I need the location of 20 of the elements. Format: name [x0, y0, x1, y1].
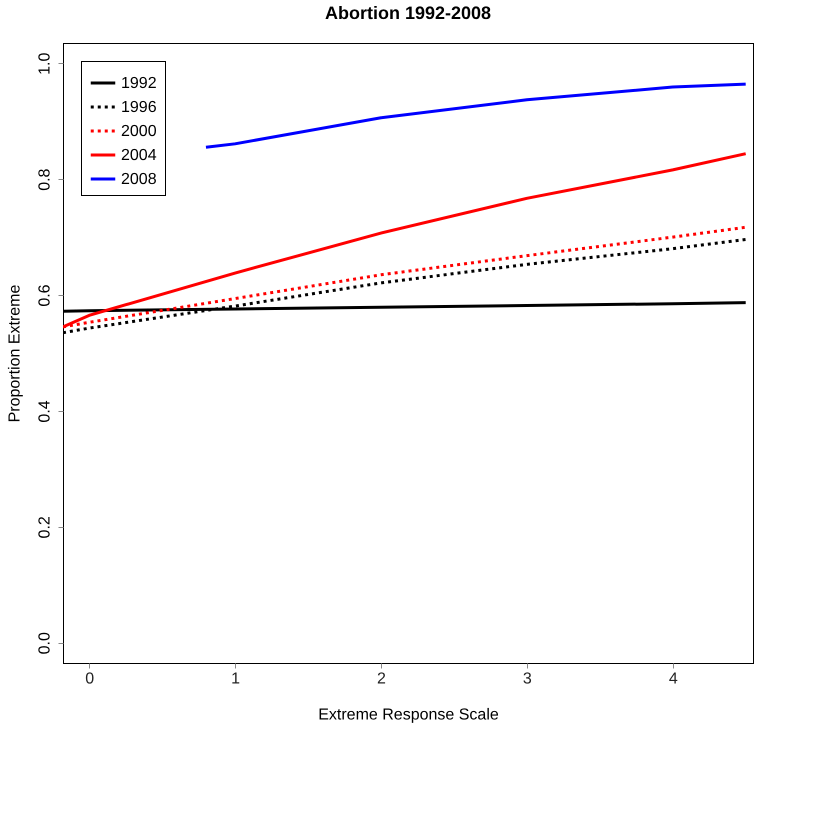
line-series	[204, 82, 748, 149]
legend-label: 1992	[121, 75, 157, 92]
y-tick-label: 1.0	[36, 52, 54, 75]
x-tick-label: 3	[522, 670, 532, 688]
x-tick-label: 2	[377, 670, 386, 688]
y-tick-label: 0.8	[36, 168, 54, 191]
y-tick-label: 0.0	[36, 632, 54, 654]
y-tick-label: 0.2	[36, 516, 54, 538]
x-tick-label: 4	[668, 670, 678, 688]
x-tick-label: 0	[85, 670, 94, 688]
legend-label: 1996	[121, 99, 157, 116]
chart-title: Abortion 1992-2008	[324, 3, 492, 23]
x-axis-title: Extreme Response Scale	[318, 706, 499, 724]
legend-label: 2000	[121, 123, 157, 140]
x-tick-label: 1	[231, 670, 240, 688]
y-tick-label: 0.4	[36, 400, 54, 423]
legend-label: 2008	[121, 171, 157, 188]
y-tick-label: 0.6	[36, 284, 54, 307]
legend-label: 2004	[121, 147, 157, 164]
y-axis-title: Proportion Extreme	[6, 284, 24, 422]
